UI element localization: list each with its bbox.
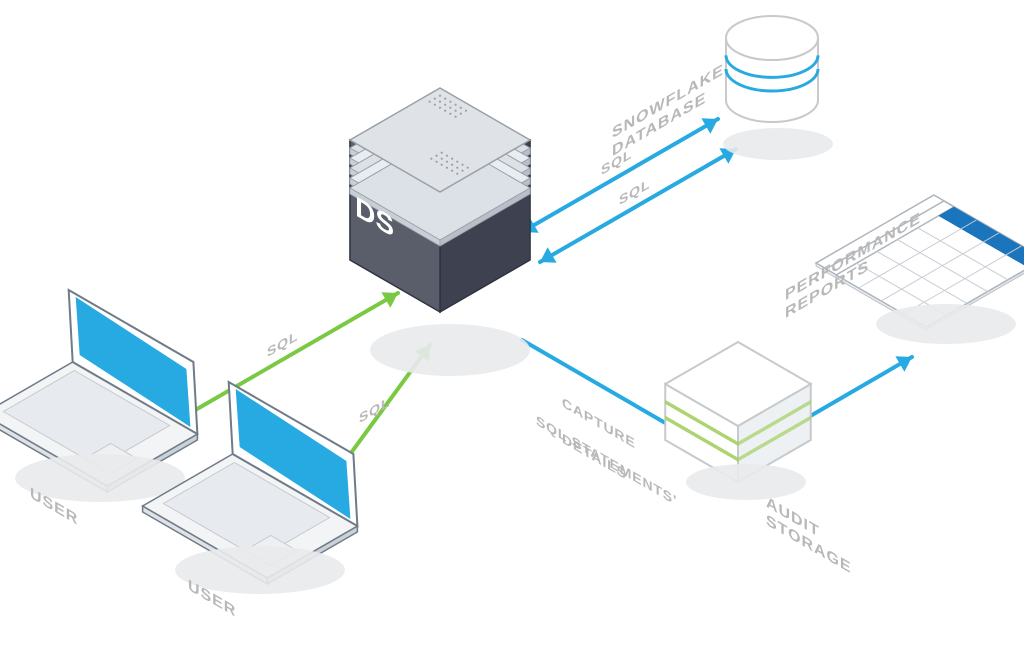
server-icon: DS (350, 88, 530, 312)
edge-5 (800, 356, 912, 422)
diagram-stage: DS SQLSQLSQLSQLCAPTURESQL STATEMENTS'DET… (0, 0, 1024, 645)
cylinder-db-icon (726, 16, 818, 122)
diagram-svg: DS (0, 0, 1024, 645)
cube-db-icon (665, 342, 810, 482)
edge-0 (178, 292, 398, 421)
